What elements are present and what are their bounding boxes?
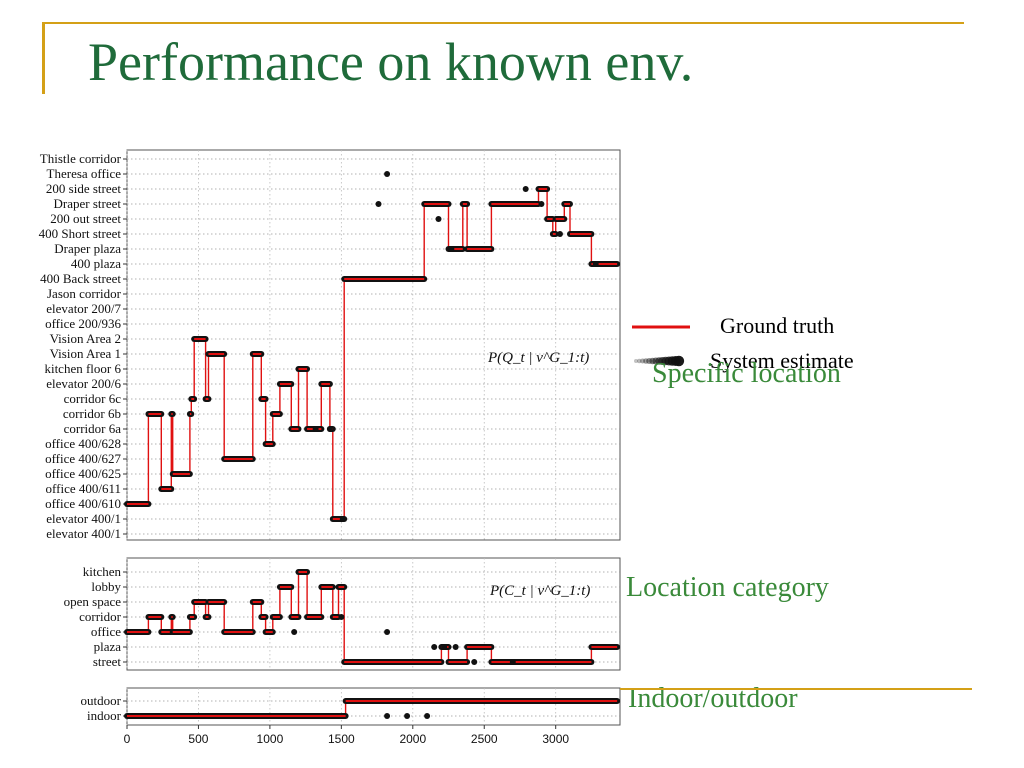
slide-title: Performance on known env. <box>88 32 694 92</box>
y-tick-label: Vision Area 1 <box>50 346 121 361</box>
y-tick-label: Draper street <box>54 196 122 211</box>
legend-swatches <box>632 325 690 367</box>
y-tick-label: Theresa office <box>47 166 122 181</box>
estimate-point <box>384 713 391 719</box>
estimate-point <box>312 426 319 432</box>
y-tick-label: corridor 6a <box>64 421 122 436</box>
y-tick-label: corridor 6c <box>64 391 122 406</box>
y-tick-label: open space <box>64 594 122 609</box>
plot-frame <box>126 687 621 726</box>
panel-annotation: P(Q_t | v^G_1:t) <box>487 350 589 366</box>
figure: Thistle corridor Theresa office 200 side s… <box>0 140 1024 765</box>
y-tick-label: plaza <box>94 639 122 654</box>
y-tick-label: Thistle corridor <box>40 151 122 166</box>
estimate-point <box>404 713 411 719</box>
x-tick-label: 1500 <box>328 732 355 746</box>
y-tick-label: 400 plaza <box>71 256 121 271</box>
y-tick-label: outdoor <box>81 693 122 708</box>
legend-system-estimate-label: System estimate <box>710 348 854 373</box>
estimate-point <box>375 201 382 207</box>
plot-frame <box>126 149 621 541</box>
estimate-point <box>339 516 346 522</box>
estimate-point <box>441 644 448 650</box>
panel-annotation: P(C_t | v^G_1:t) <box>489 583 590 599</box>
y-tick-label: 200 out street <box>50 211 121 226</box>
x-tick-label: 2000 <box>399 732 426 746</box>
estimate-point <box>448 246 455 252</box>
y-tick-label: office 400/610 <box>45 496 121 511</box>
x-tick-label: 500 <box>188 732 208 746</box>
y-tick-label: office 400/628 <box>45 436 121 451</box>
plot-frame <box>126 557 621 671</box>
y-tick-label: elevator 400/1 <box>46 511 121 526</box>
y-tick-label: lobby <box>91 579 121 594</box>
y-tick-label: Vision Area 2 <box>50 331 121 346</box>
estimate-point <box>471 659 478 665</box>
x-tick-label: 1000 <box>257 732 284 746</box>
estimate-point <box>291 629 298 635</box>
y-tick-label: street <box>93 654 122 669</box>
estimate-point <box>452 644 459 650</box>
estimate-point <box>384 629 391 635</box>
estimate-point <box>424 713 431 719</box>
estimate-point <box>431 644 438 650</box>
x-tick-label: 2500 <box>471 732 498 746</box>
estimate-point <box>509 659 516 665</box>
estimate-point <box>538 201 545 207</box>
y-tick-label: indoor <box>87 708 122 723</box>
y-tick-label: office 400/611 <box>46 481 121 496</box>
y-tick-label: 400 Short street <box>39 226 122 241</box>
y-tick-label: kitchen <box>83 564 122 579</box>
estimate-point <box>556 231 563 237</box>
estimate-point <box>384 171 391 177</box>
title-accent-bar <box>42 22 45 94</box>
y-tick-label: office <box>91 624 121 639</box>
title-accent-line <box>42 22 964 24</box>
estimate-point <box>326 426 333 432</box>
y-tick-label: elevator 200/7 <box>46 301 121 316</box>
location-category-label: Location category <box>626 572 829 603</box>
y-tick-label: corridor <box>79 609 122 624</box>
y-tick-label: Draper plaza <box>54 241 121 256</box>
y-tick-label: office 400/625 <box>45 466 121 481</box>
y-tick-label: elevator 200/6 <box>46 376 121 391</box>
y-tick-label: 400 Back street <box>40 271 121 286</box>
estimate-point <box>522 186 529 192</box>
y-tick-label: office 200/936 <box>45 316 121 331</box>
chart-legend: Ground truth System estimate <box>628 310 928 380</box>
x-tick-label: 3000 <box>542 732 569 746</box>
label-underline <box>620 688 972 690</box>
y-tick-label: kitchen floor 6 <box>44 361 121 376</box>
specific-location-label: Specific location <box>652 358 841 389</box>
legend-estimate-swatch <box>634 355 685 367</box>
estimate-point <box>435 216 442 222</box>
y-tick-label: corridor 6b <box>63 406 121 421</box>
estimate-point <box>592 261 599 267</box>
y-tick-label: elevator 400/1 <box>46 526 121 541</box>
y-tick-label: 200 side street <box>46 181 121 196</box>
estimate-point <box>338 614 345 620</box>
legend-ground-truth-label: Ground truth <box>720 313 835 338</box>
x-tick-label: 0 <box>124 732 131 746</box>
y-tick-label: Jason corridor <box>47 286 122 301</box>
y-tick-label: office 400/627 <box>45 451 121 466</box>
